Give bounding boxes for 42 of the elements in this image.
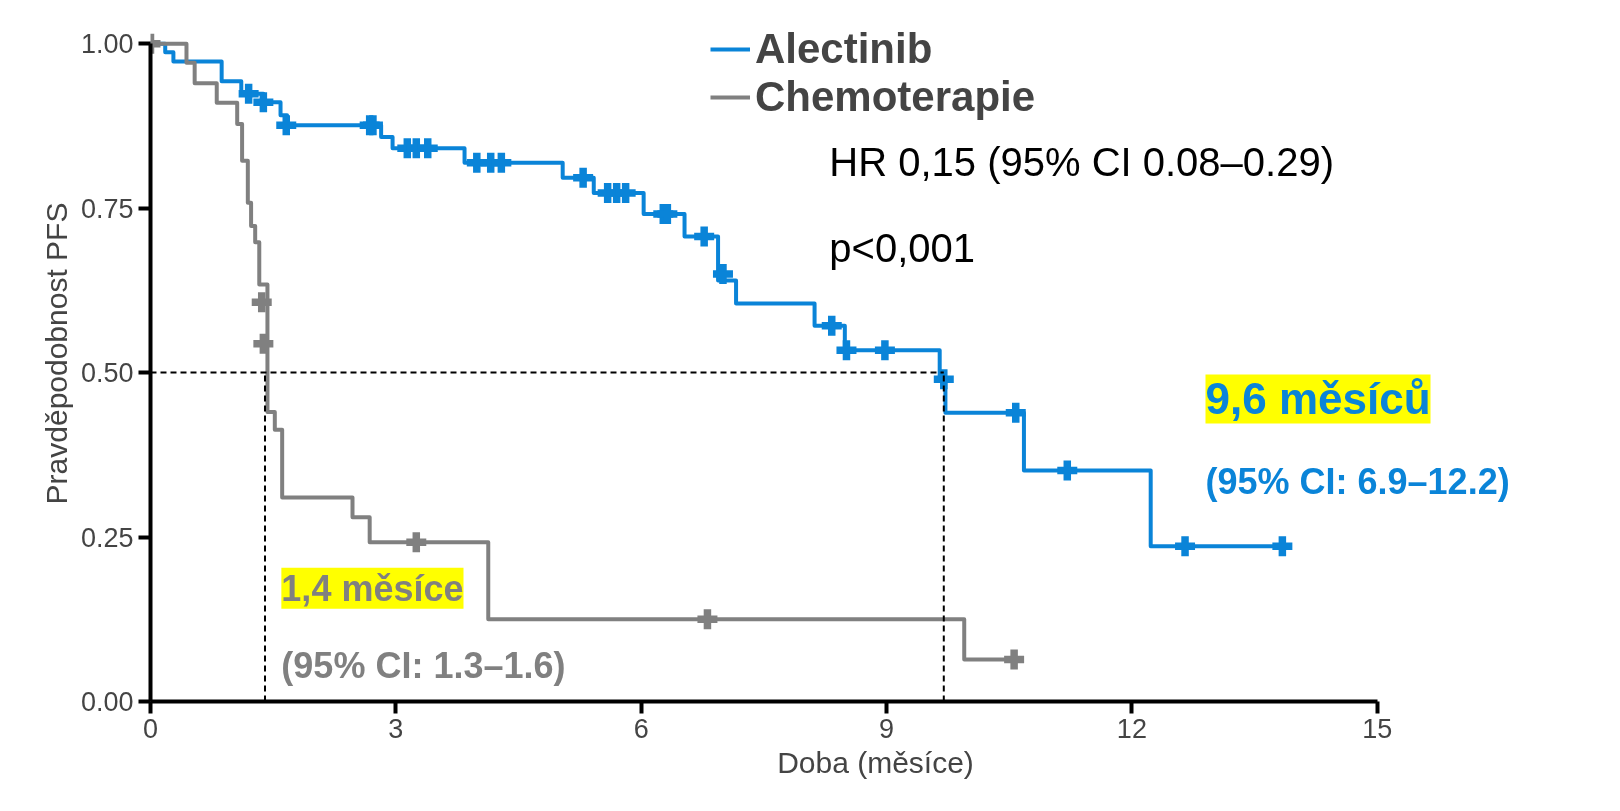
point	[238, 83, 259, 104]
point	[1272, 536, 1293, 557]
y-tick-label: 0.25	[80, 522, 134, 553]
annotation: (95% CI: 6.9–12.2)	[1205, 460, 1510, 502]
point	[573, 167, 594, 188]
point	[417, 138, 438, 159]
y-tick-label: 0.75	[80, 193, 134, 224]
point	[1004, 649, 1025, 670]
annotation: 9,6 měsíců	[1205, 374, 1431, 424]
point	[276, 115, 297, 136]
point	[836, 340, 857, 361]
y-tick-label: 1.00	[80, 29, 134, 60]
point	[1175, 536, 1196, 557]
point	[1057, 460, 1078, 481]
legend-label: Chemoterapie	[755, 73, 1036, 121]
x-tick-label: 15	[1362, 713, 1393, 744]
x-tick-label: 3	[388, 713, 404, 744]
x-tick-label: 12	[1116, 713, 1147, 744]
point	[406, 532, 427, 553]
x-tick-label: 6	[633, 713, 649, 744]
y-axis-title: Pravděpodobnost PFS	[39, 202, 73, 505]
annotation: 1,4 měsíce	[281, 567, 464, 609]
y-tick-label: 0.00	[80, 687, 134, 717]
point	[712, 263, 733, 284]
point	[694, 226, 715, 247]
point	[933, 369, 954, 390]
annotation: p<0,001	[829, 225, 975, 270]
point	[697, 609, 718, 630]
x-tick-label: 0	[142, 713, 159, 744]
point	[874, 340, 895, 361]
point	[253, 92, 274, 113]
point	[253, 333, 274, 354]
annotation: (95% CI: 1.3–1.6)	[281, 644, 566, 686]
x-tick-label: 9	[879, 713, 895, 744]
annotation: HR 0,15 (95% CI 0.08–0.29)	[829, 140, 1335, 185]
x-axis-title: Doba (měsíce)	[777, 745, 974, 779]
legend-label: Alectinib	[755, 25, 933, 73]
point	[821, 315, 842, 336]
point	[251, 292, 272, 313]
y-tick-label: 0.50	[80, 358, 134, 389]
point	[491, 152, 512, 173]
point	[1005, 402, 1026, 423]
